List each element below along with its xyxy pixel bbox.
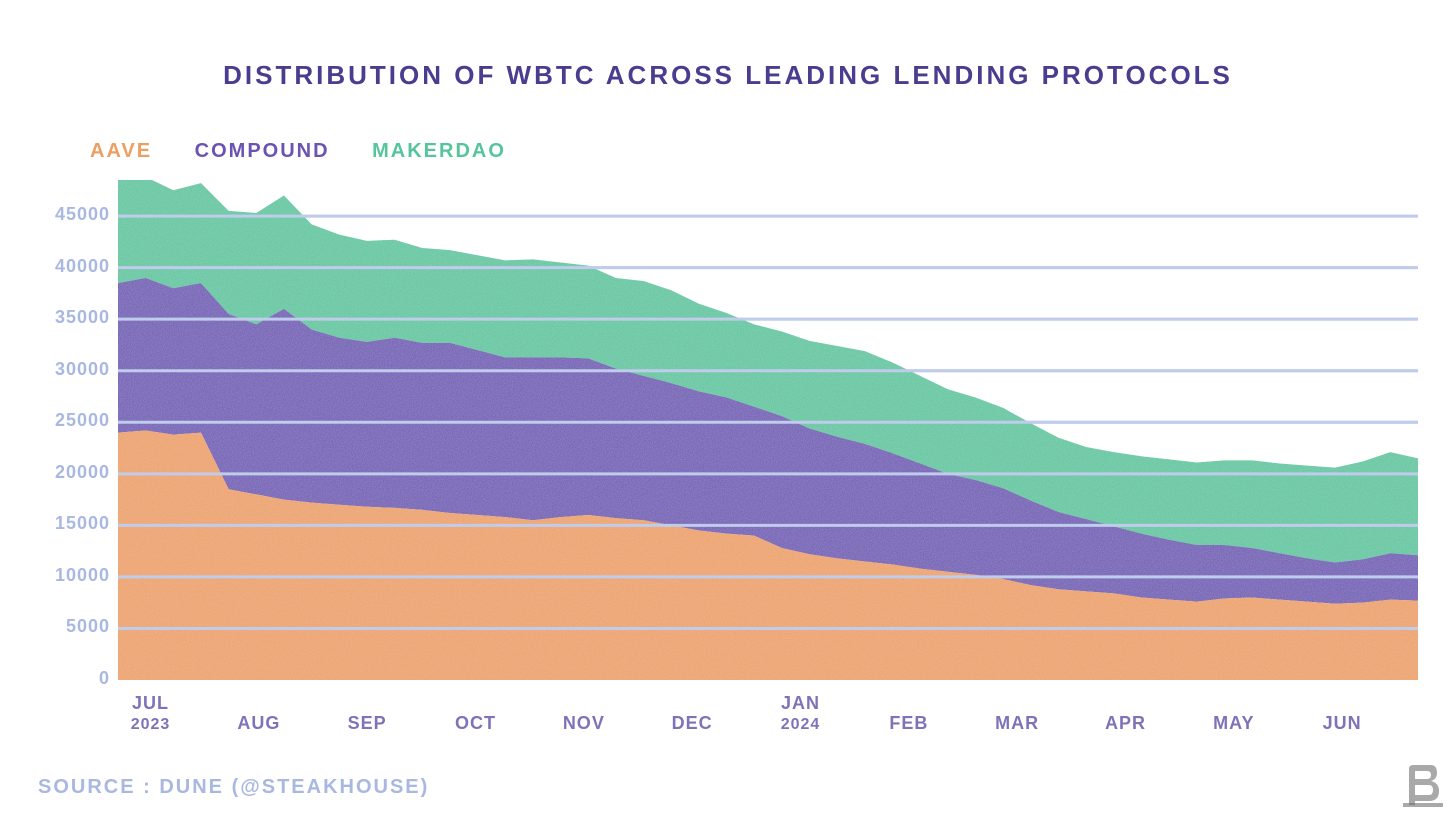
x-tick-label: Apr	[1096, 713, 1156, 734]
y-tick-label: 0	[50, 668, 110, 689]
y-tick-label: 45000	[50, 204, 110, 225]
x-tick-label: Jan2024	[771, 693, 831, 734]
x-tick-label: May	[1204, 713, 1264, 734]
x-tick-label: Sep	[337, 713, 397, 734]
y-tick-label: 25000	[50, 410, 110, 431]
legend-item-compound: COMPOUND	[195, 140, 330, 162]
y-tick-label: 5000	[50, 616, 110, 637]
y-tick-label: 15000	[50, 513, 110, 534]
x-tick-label: Oct	[446, 713, 506, 734]
legend-item-makerdao: MAKERDAO	[372, 140, 506, 162]
y-tick-label: 35000	[50, 307, 110, 328]
y-tick-label: 10000	[50, 565, 110, 586]
x-tick-label: Mar	[987, 713, 1047, 734]
x-tick-label: Dec	[662, 713, 722, 734]
x-tick-label: Jul2023	[121, 693, 181, 734]
y-tick-label: 20000	[50, 462, 110, 483]
x-tick-label: Jun	[1312, 713, 1372, 734]
x-tick-label: Nov	[554, 713, 614, 734]
brand-logo-icon	[1402, 761, 1444, 809]
stacked-area-chart	[118, 180, 1418, 680]
source-attribution: SOURCE : DUNE (@STEAKHOUSE)	[38, 776, 429, 799]
x-tick-label: Aug	[229, 713, 289, 734]
legend: AAVE COMPOUND MAKERDAO	[90, 140, 541, 163]
y-tick-label: 30000	[50, 359, 110, 380]
legend-item-aave: AAVE	[90, 140, 152, 162]
y-tick-label: 40000	[50, 256, 110, 277]
x-tick-label: Feb	[879, 713, 939, 734]
chart-title: DISTRIBUTION OF WBTC ACROSS LEADING LEND…	[0, 60, 1456, 91]
